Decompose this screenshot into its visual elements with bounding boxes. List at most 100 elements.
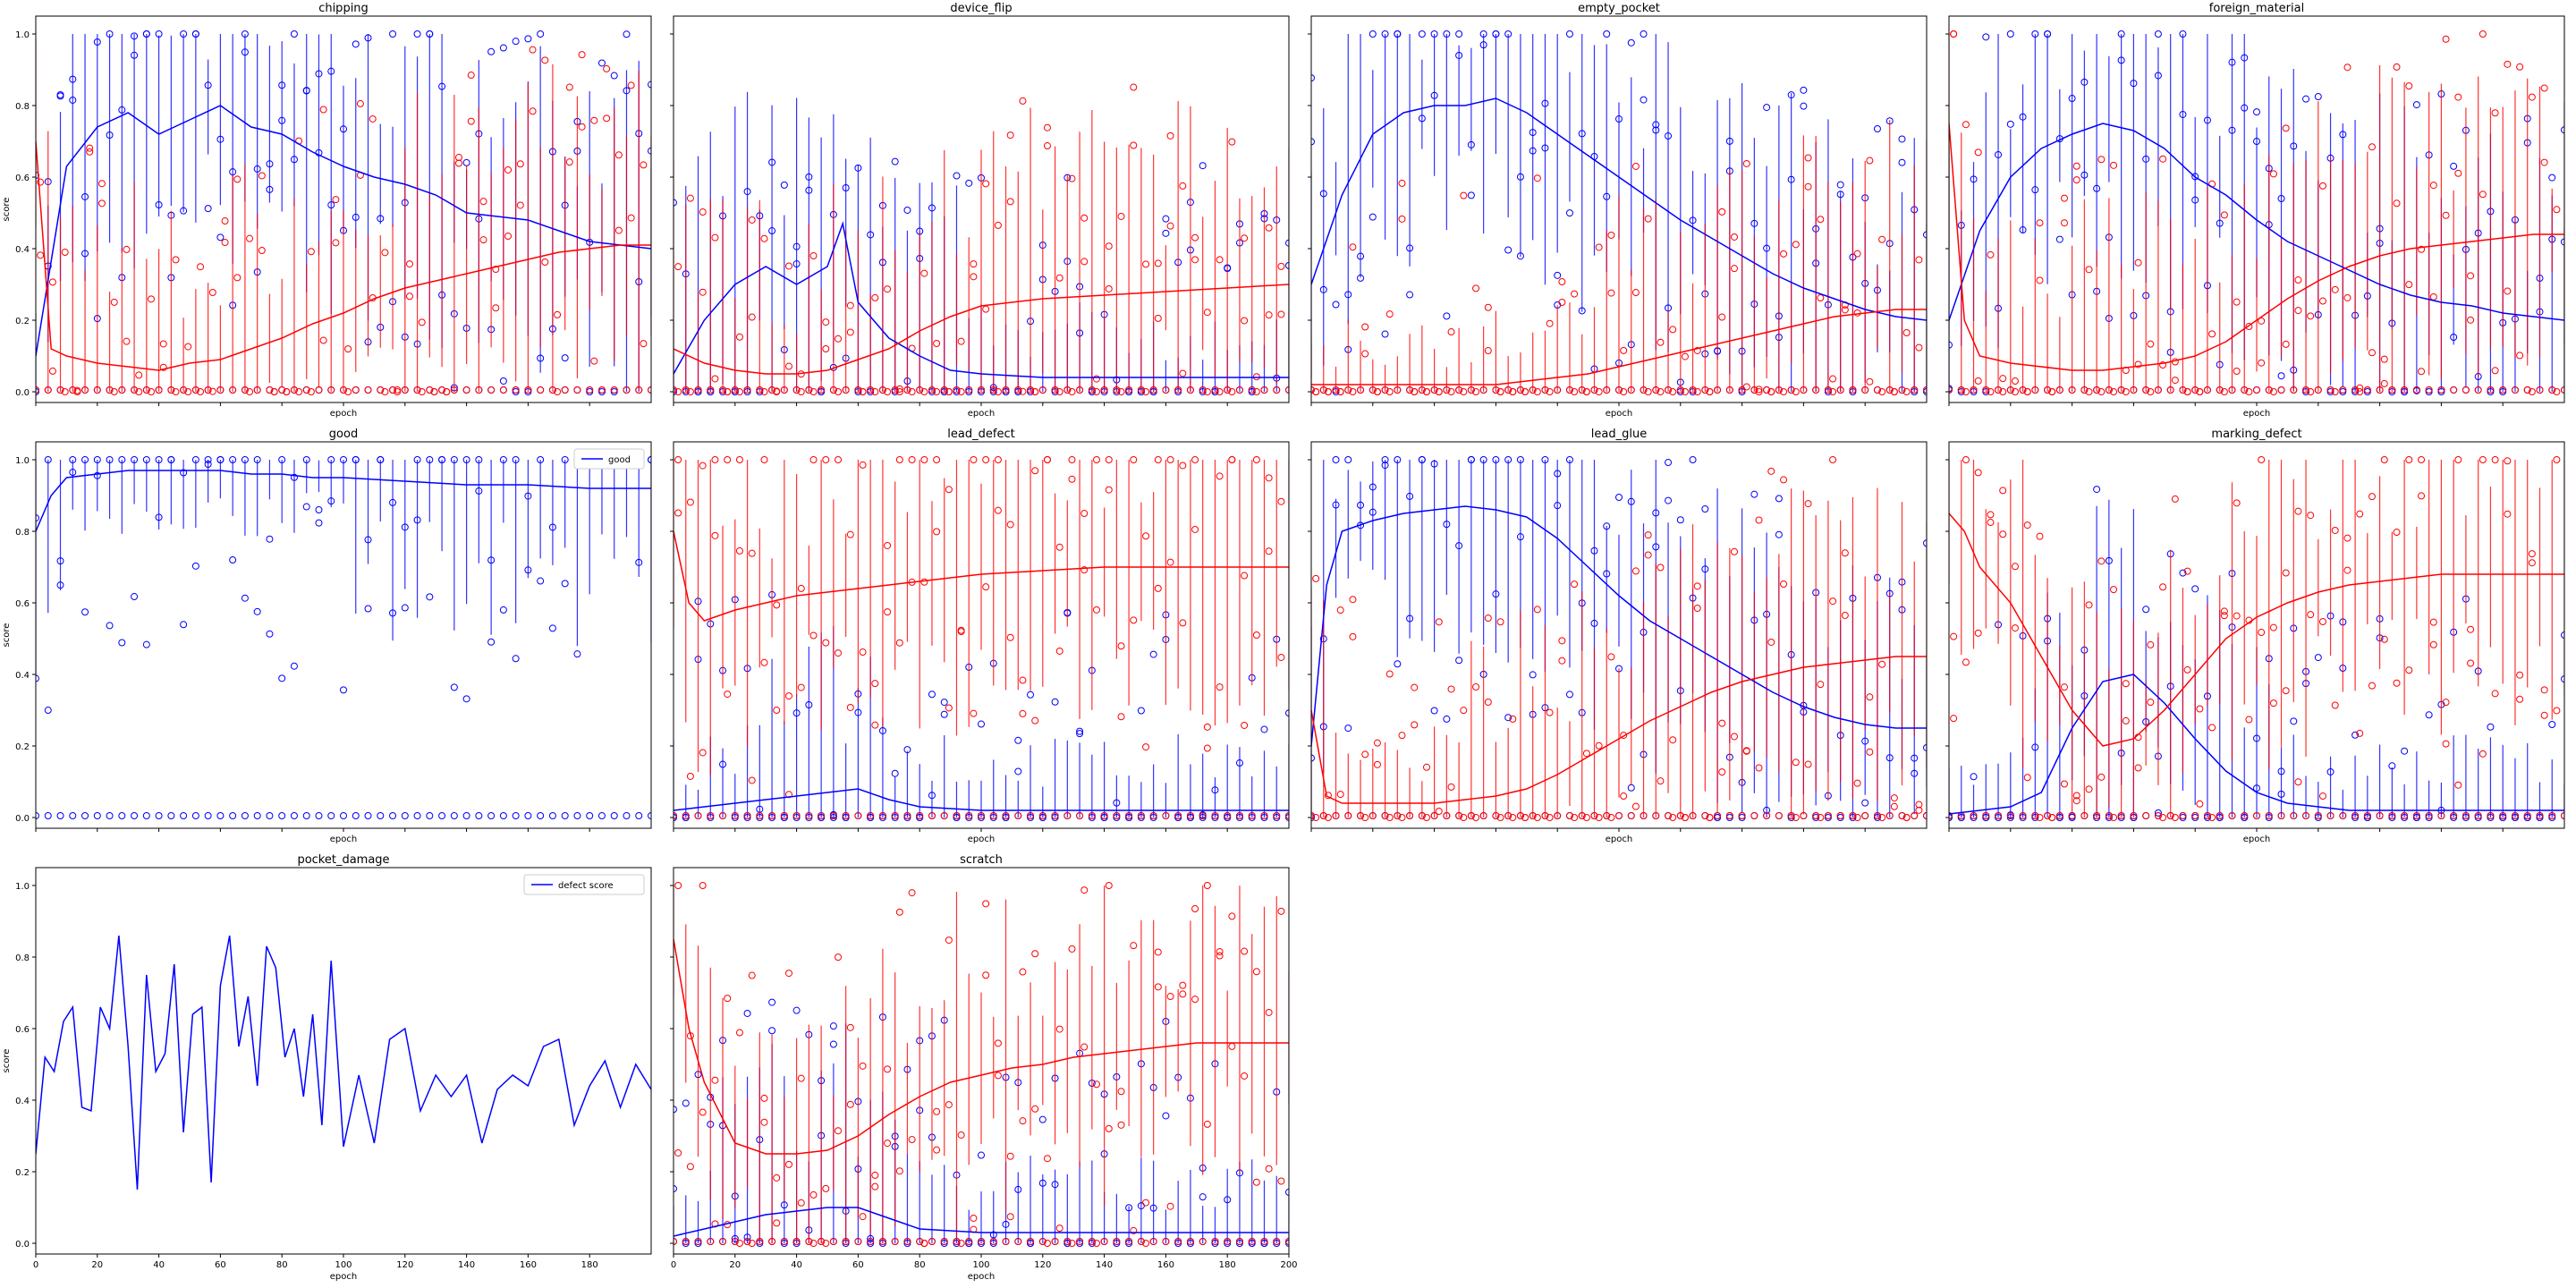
outlier-marker [818,1238,826,1245]
outlier-marker [724,388,732,395]
outlier-marker [197,263,205,271]
outlier-marker [241,456,249,463]
outlier-marker [1841,306,1849,314]
outlier-marker [1898,135,1906,143]
outlier-marker [2294,307,2302,315]
outlier-marker [760,1118,768,1126]
outlier-marker [1714,812,1722,819]
outlier-marker [2142,155,2150,163]
outlier-marker [982,305,990,313]
outlier-marker [871,1182,879,1191]
outlier-marker [1631,802,1640,810]
outlier-marker [1235,759,1243,767]
outlier-marker [648,456,651,463]
outlier-marker [1224,1196,1232,1204]
outlier-marker [1068,456,1076,463]
outlier-marker [835,953,843,962]
outlier-marker [1829,597,1837,606]
legend-box [523,874,645,895]
outlier-marker [1665,132,1673,140]
outlier-marker [2117,30,2125,38]
outlier-marker [1665,386,1673,394]
outlier-marker [809,252,818,260]
outlier-marker [748,971,756,979]
outlier-marker [315,70,323,78]
outlier-marker [1652,121,1660,129]
outlier-marker [1199,1193,1207,1201]
outlier-marker [1970,773,1978,781]
outlier-marker [1607,814,1615,821]
outlier-marker [731,386,739,394]
outlier-marker [1241,234,1249,242]
outlier-marker [1836,386,1844,394]
outlier-marker [1186,814,1194,821]
outlier-marker [1763,812,1771,819]
outlier-marker [884,1065,892,1073]
outlier-marker [2277,767,2285,775]
outlier-marker [401,523,409,531]
outlier-marker [1051,386,1059,394]
outlier-marker [1398,732,1406,740]
outlier-marker [1080,258,1089,266]
outlier-marker [773,1219,781,1227]
outlier-marker [978,1151,985,1159]
y-tick-label: 0.0 [15,814,30,824]
outlier-marker [1038,814,1046,821]
outlier-marker [1130,942,1138,950]
outlier-marker [1265,311,1273,319]
outlier-marker [1878,235,1886,243]
outlier-marker [2179,386,2187,394]
outlier-marker [835,388,843,395]
outlier-marker [2442,740,2450,748]
outlier-marker [1154,456,1162,463]
outlier-marker [290,156,298,164]
outlier-marker [69,812,77,819]
outlier-marker [1418,30,1426,38]
outlier-marker [1949,341,1953,349]
outlier-marker [1265,1165,1273,1173]
outlier-marker [743,1233,751,1241]
outlier-marker [699,208,707,216]
outlier-marker [1590,386,1598,394]
outlier-marker [1898,158,1906,166]
outlier-marker [1472,814,1480,821]
outlier-marker [364,34,372,42]
outlier-marker [1950,715,1958,723]
outlier-marker [1995,814,2003,821]
outlier-marker [1385,814,1394,821]
outlier-marker [266,812,274,819]
outlier-marker [674,1106,677,1114]
outlier-marker [2068,95,2076,103]
series-line [674,221,1289,378]
outlier-marker [2429,292,2437,301]
outlier-marker [69,469,77,477]
series-line [674,1207,1289,1237]
outlier-marker [760,456,768,463]
outlier-marker [1509,388,1517,395]
outlier-marker [512,456,520,463]
outlier-marker [1235,814,1243,821]
outlier-marker [504,233,513,241]
outlier-marker [2258,359,2266,367]
outlier-marker [1804,182,1812,191]
outlier-marker [1982,33,1990,41]
outlier-marker [797,1074,805,1082]
outlier-marker [1344,724,1352,733]
outlier-marker [2368,349,2376,357]
outlier-marker [2044,386,2052,394]
outlier-marker [933,456,941,463]
outlier-marker [1607,289,1615,297]
outlier-marker [1228,912,1236,920]
outlier-marker [2105,814,2113,821]
outlier-marker [2504,457,2512,465]
outlier-marker [524,35,532,43]
outlier-marker [2523,814,2531,821]
outlier-marker [492,266,500,274]
outlier-marker [895,385,903,393]
outlier-marker [142,386,150,394]
outlier-marker [69,75,77,83]
outlier-marker [1385,310,1394,318]
outlier-marker [1970,814,1978,821]
outlier-marker [1117,212,1125,220]
outlier-marker [1546,814,1554,821]
